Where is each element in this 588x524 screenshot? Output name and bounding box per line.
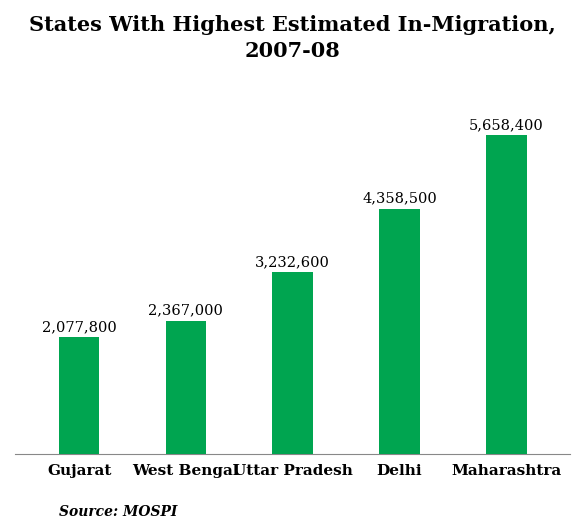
Text: 2,367,000: 2,367,000 <box>149 303 223 318</box>
Bar <box>59 337 99 454</box>
Text: 4,358,500: 4,358,500 <box>362 191 437 205</box>
Bar <box>486 135 527 454</box>
Text: 5,658,400: 5,658,400 <box>469 118 544 132</box>
Title: States With Highest Estimated In-Migration,
2007-08: States With Highest Estimated In-Migrati… <box>29 15 556 61</box>
Bar <box>272 272 313 454</box>
Bar <box>166 321 206 454</box>
Bar <box>379 209 420 454</box>
Text: 2,077,800: 2,077,800 <box>42 320 116 334</box>
Text: 3,232,600: 3,232,600 <box>255 255 330 269</box>
Text: Source: MOSPI: Source: MOSPI <box>59 505 177 519</box>
